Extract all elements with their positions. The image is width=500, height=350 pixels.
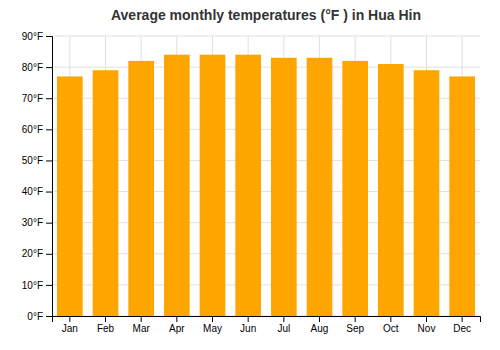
tick-mark: [46, 129, 52, 130]
tick-mark: [46, 254, 52, 255]
axis-line: [53, 317, 481, 323]
tick: Apr: [169, 316, 185, 334]
tick-label: Mar: [133, 323, 151, 334]
tick: 30°F: [22, 217, 52, 228]
tick-mark: [319, 316, 320, 322]
bars: [57, 55, 475, 316]
x-axis: Jan Feb Mar Apr May Jun Jul Aug Sep Oct Nov Dec: [53, 316, 481, 334]
bar: [235, 55, 261, 316]
tick-label: 50°F: [22, 155, 43, 166]
tick-mark: [426, 316, 427, 322]
bar: [449, 76, 475, 316]
bar: [164, 55, 190, 316]
tick-label: Jul: [277, 323, 290, 334]
tick-label: 80°F: [22, 62, 43, 73]
tick: Aug: [311, 316, 329, 334]
bar: [271, 58, 297, 316]
tick: 80°F: [22, 62, 52, 73]
tick-mark: [141, 316, 142, 322]
tick-label: 40°F: [22, 186, 43, 197]
tick: 70°F: [22, 93, 52, 104]
tick-mark: [69, 316, 70, 322]
bar: [414, 70, 440, 316]
tick: Sep: [346, 316, 364, 334]
tick: Oct: [383, 316, 399, 334]
tick-mark: [46, 316, 52, 317]
tick-mark: [46, 192, 52, 193]
tick-label: Feb: [97, 323, 115, 334]
tick-label: 10°F: [22, 280, 43, 291]
tick-mark: [248, 316, 249, 322]
tick-label: 20°F: [22, 248, 43, 259]
tick-label: 70°F: [22, 93, 43, 104]
tick-mark: [46, 67, 52, 68]
tick-label: Oct: [383, 323, 399, 334]
title: Average monthly temperatures (°F ) in Hu…: [111, 7, 421, 23]
tick-mark: [105, 316, 106, 322]
tick-label: May: [203, 323, 222, 334]
grid-line: [52, 36, 480, 37]
tick: 0°F: [27, 311, 52, 322]
tick: Dec: [453, 316, 471, 334]
tick: 50°F: [22, 155, 52, 166]
tick: 60°F: [22, 124, 52, 135]
tick: Jan: [62, 316, 78, 334]
tick-mark: [46, 285, 52, 286]
tick-label: 0°F: [27, 311, 43, 322]
tick-mark: [462, 316, 463, 322]
y-axis: 0°F 10°F 20°F 30°F 40°F 50°F 60°F 70°F 80°F 90°F: [22, 31, 53, 322]
grid: [52, 36, 480, 316]
bar: [342, 61, 368, 316]
tick: Nov: [418, 316, 436, 334]
bar: [378, 64, 404, 316]
tick-label: Sep: [346, 323, 364, 334]
bar: [307, 58, 333, 316]
tick: 10°F: [22, 280, 52, 291]
tick: Jun: [240, 316, 256, 334]
tick-label: Nov: [418, 323, 436, 334]
tick-label: 90°F: [22, 31, 43, 42]
bar: [93, 70, 119, 316]
tick-mark: [355, 316, 356, 322]
tick-label: 60°F: [22, 124, 43, 135]
tick-label: Aug: [311, 323, 329, 334]
tick-mark: [176, 316, 177, 322]
tick: 20°F: [22, 248, 52, 259]
plot: Jan Feb Mar Apr May Jun Jul Aug Sep Oct Nov Dec 0°F 1…: [22, 31, 481, 334]
axis-line: [46, 37, 53, 317]
grid-line: [52, 67, 480, 68]
tick-label: Apr: [169, 323, 185, 334]
tick-mark: [46, 98, 52, 99]
tick-mark: [390, 316, 391, 322]
tick-label: Jan: [62, 323, 78, 334]
tick-label: Jun: [240, 323, 256, 334]
tick: May: [203, 316, 222, 334]
bar: [200, 55, 226, 316]
tick: 90°F: [22, 31, 52, 42]
tick: Mar: [133, 316, 151, 334]
tick-mark: [212, 316, 213, 322]
bar: [57, 76, 83, 316]
tick: Jul: [277, 316, 290, 334]
tick-label: Dec: [453, 323, 471, 334]
tick-mark: [46, 160, 52, 161]
bar: [128, 61, 154, 316]
tick-label: 30°F: [22, 217, 43, 228]
tick-mark: [46, 36, 52, 37]
chart: Jan Feb Mar Apr May Jun Jul Aug Sep Oct Nov Dec 0°F 1…: [0, 0, 500, 350]
tick-mark: [283, 316, 284, 322]
tick-mark: [46, 223, 52, 224]
tick: 40°F: [22, 186, 52, 197]
tick: Feb: [97, 316, 115, 334]
